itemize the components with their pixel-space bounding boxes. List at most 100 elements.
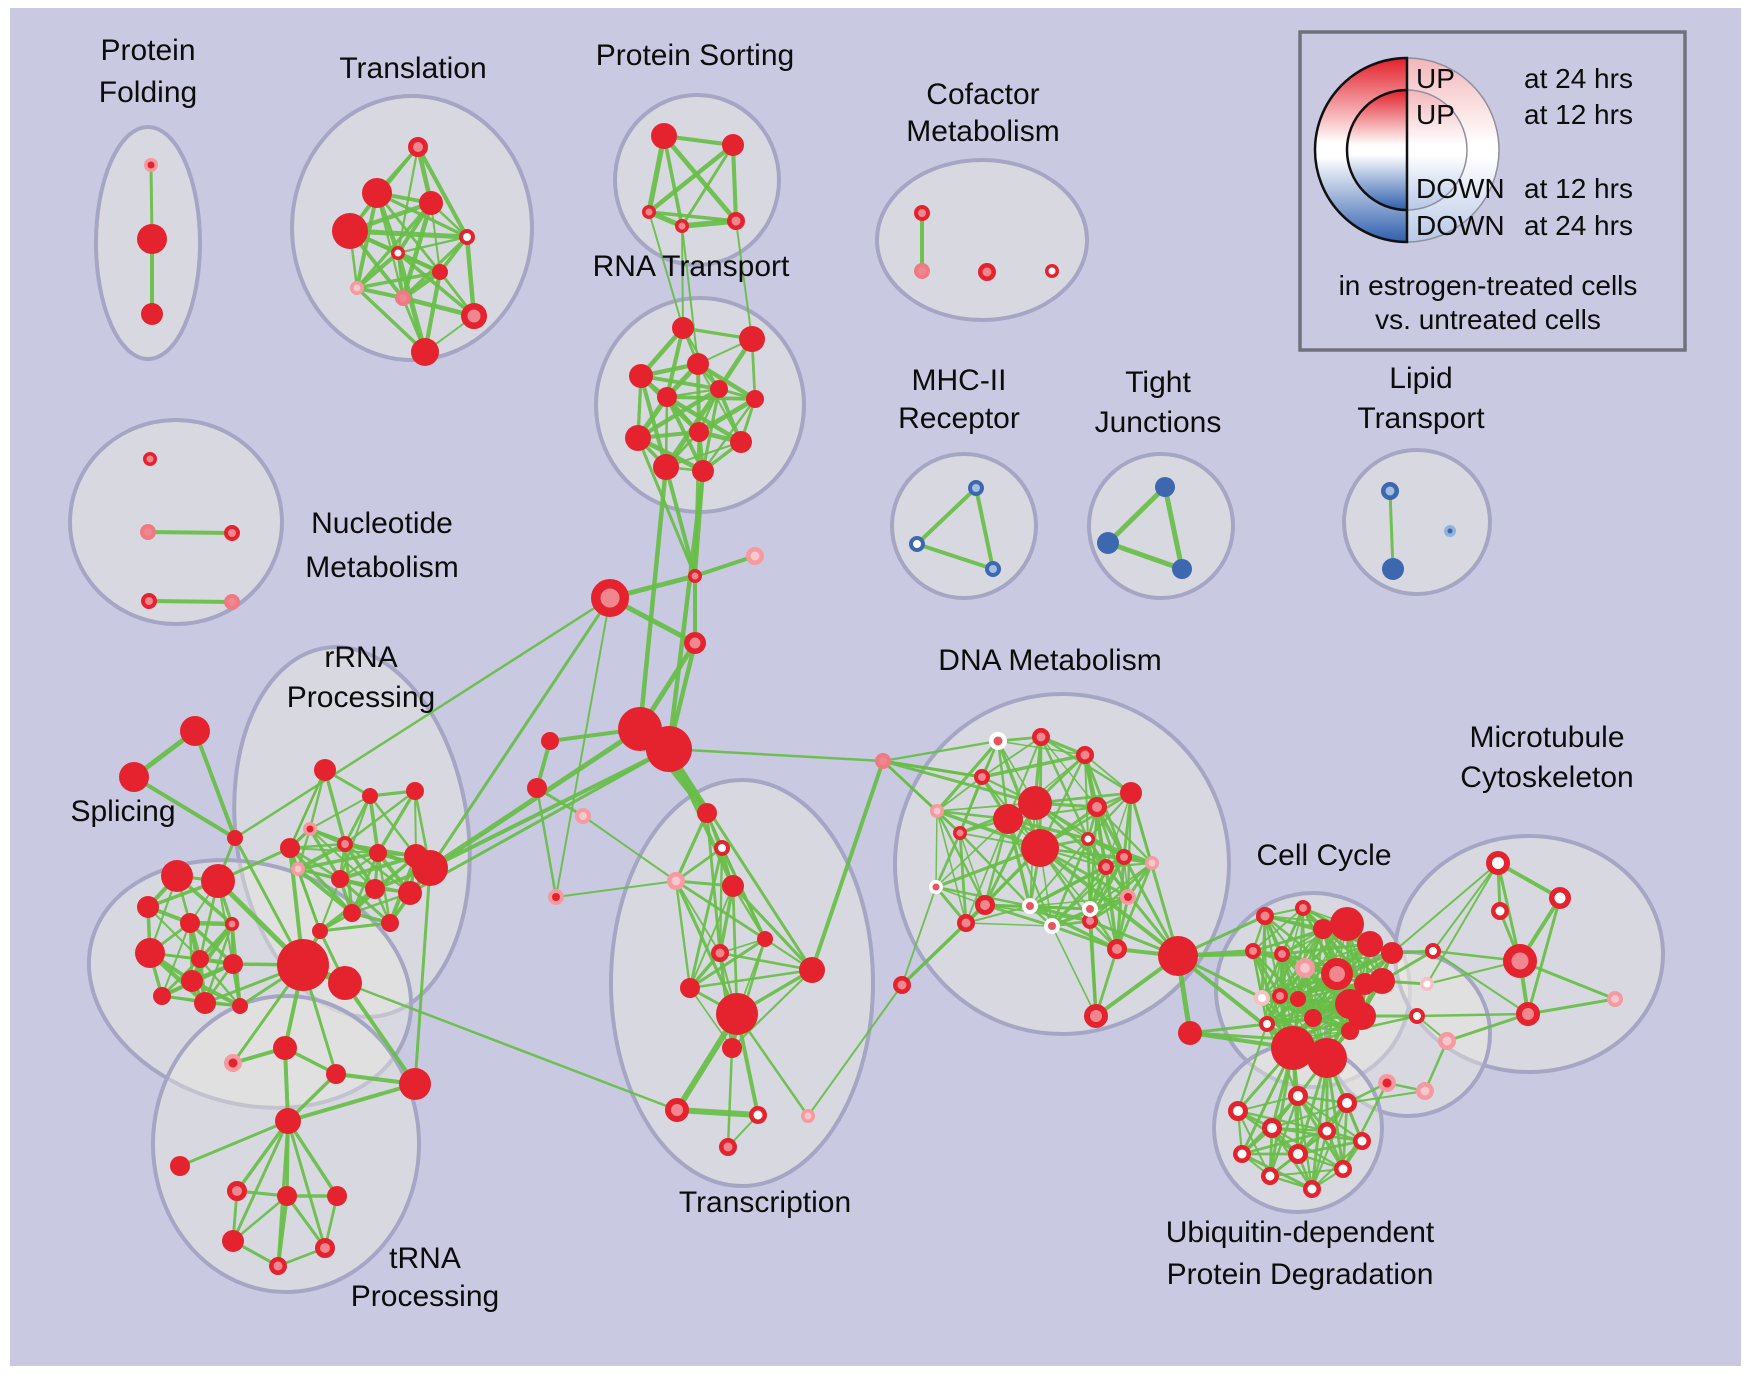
network-node	[914, 205, 930, 221]
network-node	[399, 1068, 431, 1100]
network-edge	[983, 801, 1037, 907]
network-edge	[730, 968, 814, 1050]
network-edge	[338, 854, 418, 881]
network-node	[978, 263, 996, 281]
network-node	[343, 904, 361, 922]
network-node	[180, 716, 210, 746]
network-node	[722, 1038, 742, 1058]
network-edge	[354, 250, 401, 291]
network-node	[1087, 797, 1107, 817]
network-node	[1098, 859, 1114, 875]
network-edge	[901, 886, 937, 986]
node-layer	[119, 123, 1623, 1275]
network-node	[651, 123, 677, 149]
network-node	[1378, 1074, 1396, 1092]
network-node	[684, 632, 706, 654]
network-edge	[689, 885, 734, 989]
cluster-label-tight-junctions: Tight	[1125, 366, 1191, 399]
network-node	[692, 460, 714, 482]
network-node	[689, 422, 709, 442]
network-node	[1607, 991, 1623, 1007]
network-edge	[1310, 1056, 1329, 1191]
network-node	[719, 1138, 737, 1156]
network-edge	[1162, 484, 1185, 572]
network-node	[1318, 1122, 1336, 1140]
network-edge	[296, 851, 380, 871]
network-edge	[701, 387, 721, 473]
network-edge	[1296, 1094, 1314, 1191]
network-edge	[981, 736, 1042, 778]
network-node	[1172, 559, 1192, 579]
network-edge	[285, 1194, 327, 1250]
network-node	[527, 778, 547, 798]
network-node	[989, 732, 1007, 750]
network-node	[277, 939, 329, 991]
network-node	[680, 978, 700, 998]
network-edge	[376, 789, 417, 855]
network-node	[1382, 558, 1404, 580]
network-node	[331, 870, 349, 888]
cluster-label-microtubule-cytoskeleton: Microtubule	[1469, 721, 1624, 754]
network-node	[953, 826, 967, 840]
network-node	[1330, 907, 1364, 941]
network-edge	[318, 877, 342, 933]
network-node	[1022, 898, 1038, 914]
cluster-label-ubiquitin-dependent-protein-degradation: Protein Degradation	[1167, 1258, 1434, 1291]
network-edge	[646, 142, 736, 215]
network-node	[625, 425, 651, 451]
network-edge	[1526, 896, 1562, 1016]
network-edge	[667, 747, 885, 763]
network-edge	[1388, 489, 1395, 571]
network-edge	[1346, 1090, 1426, 1104]
network-edge	[132, 775, 237, 840]
network-node	[201, 864, 235, 898]
network-edge	[343, 981, 679, 1112]
network-node	[1261, 1167, 1279, 1185]
network-edge	[427, 726, 643, 871]
network-node	[657, 387, 677, 407]
network-node	[432, 264, 448, 280]
network-node	[1381, 942, 1403, 964]
network-edge	[1310, 1101, 1349, 1191]
network-edge	[408, 747, 671, 895]
network-edge	[675, 880, 721, 954]
network-edge	[1050, 865, 1108, 928]
network-edge	[958, 831, 968, 925]
network-node	[365, 879, 385, 899]
network-edge	[1028, 904, 1119, 951]
network-edge	[674, 1107, 761, 1118]
network-edge	[1088, 861, 1154, 923]
network-node	[1321, 958, 1353, 990]
network-node	[957, 914, 975, 932]
network-node	[629, 364, 653, 388]
network-node	[909, 536, 925, 552]
legend-caption: in estrogen-treated cells	[1339, 270, 1638, 301]
network-node	[232, 998, 248, 1014]
legend-direction-label-0: UP	[1416, 63, 1455, 94]
network-node	[1254, 990, 1270, 1006]
network-node	[227, 1181, 247, 1201]
network-edge	[178, 1119, 290, 1168]
network-edge	[233, 596, 612, 840]
network-node	[194, 992, 216, 1014]
network-node	[1516, 1002, 1540, 1026]
network-edge	[343, 789, 417, 846]
network-node	[746, 547, 764, 565]
network-node	[135, 938, 165, 968]
network-node	[1295, 900, 1311, 916]
network-edge	[934, 831, 962, 889]
legend-inner-circle-saturated	[1345, 88, 1409, 212]
network-node	[191, 950, 209, 968]
network-edge	[665, 441, 742, 468]
network-node	[710, 380, 728, 398]
network-edge	[1423, 1039, 1449, 1093]
network-edge	[1261, 953, 1283, 999]
cluster-ellipse-tight-junctions	[1087, 452, 1235, 600]
cluster-label-cell-cycle: Cell Cycle	[1256, 839, 1391, 872]
network-node	[1348, 1002, 1376, 1030]
network-node	[143, 452, 157, 466]
network-edge	[323, 768, 347, 846]
network-edge	[915, 486, 978, 546]
network-node	[672, 317, 694, 339]
